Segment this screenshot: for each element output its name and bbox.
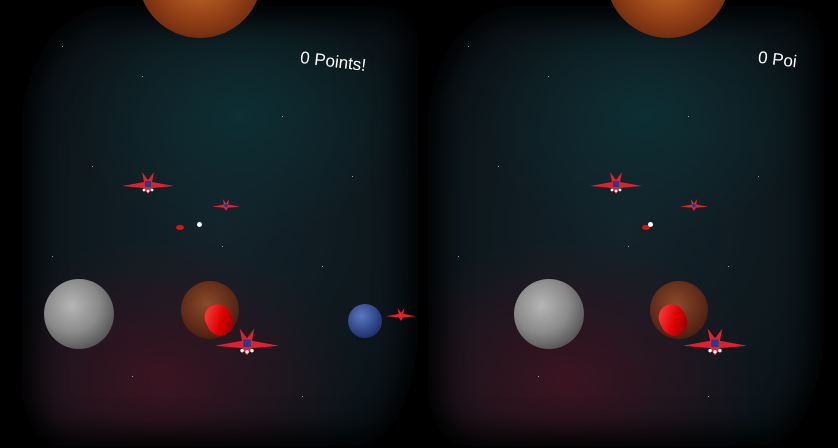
gray-moon	[514, 279, 584, 349]
star	[302, 396, 303, 397]
blue-planet	[348, 304, 382, 338]
enemy-ship	[122, 172, 174, 194]
left-eye-view: 0 Points!	[0, 0, 418, 448]
enemy-ship	[680, 199, 708, 211]
star	[628, 246, 629, 247]
star	[468, 46, 469, 47]
star	[92, 166, 93, 167]
star	[142, 76, 143, 77]
star	[62, 46, 63, 47]
enemy-ship	[386, 308, 416, 321]
star	[548, 76, 549, 77]
gray-moon	[44, 279, 114, 349]
star	[52, 256, 53, 257]
red-bullet	[176, 225, 184, 230]
right-eye-view: 0 Poi	[420, 0, 838, 448]
star	[758, 176, 759, 177]
star	[322, 266, 323, 267]
enemy-ship	[590, 172, 642, 194]
star	[688, 116, 689, 117]
star	[352, 176, 353, 177]
star	[728, 266, 729, 267]
star	[708, 396, 709, 397]
player-ship	[683, 328, 747, 356]
player-ship	[215, 328, 279, 356]
star	[538, 376, 539, 377]
red-bullet	[642, 225, 650, 230]
star	[282, 116, 283, 117]
space-scene	[22, 6, 418, 446]
star	[498, 166, 499, 167]
star	[458, 256, 459, 257]
space-scene	[428, 6, 824, 446]
star	[222, 246, 223, 247]
enemy-ship	[212, 199, 240, 211]
white-bullet	[648, 222, 653, 227]
star	[132, 376, 133, 377]
white-bullet	[197, 222, 202, 227]
